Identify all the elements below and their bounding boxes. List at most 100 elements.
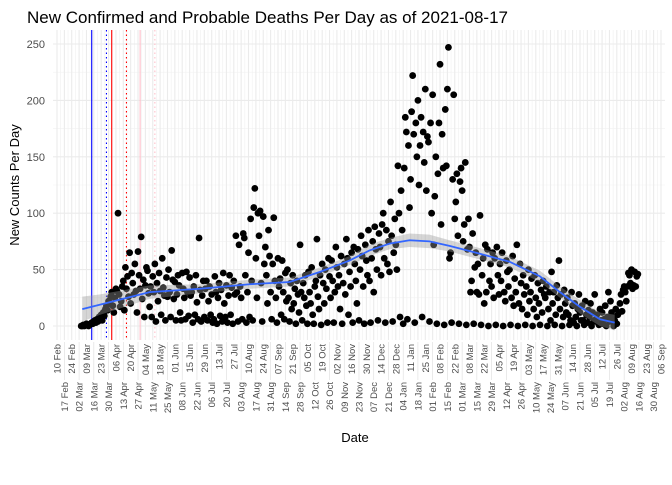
data-point: [216, 312, 224, 320]
data-point: [259, 213, 267, 220]
data-point: [489, 249, 497, 257]
data-point: [347, 283, 354, 290]
data-point: [616, 300, 624, 307]
y-tick-label: 200: [27, 95, 45, 107]
data-point: [245, 249, 252, 257]
data-point: [519, 271, 527, 279]
data-point: [438, 130, 446, 138]
data-point: [549, 300, 557, 307]
x-tick-label: 09 Aug: [627, 344, 638, 374]
data-point: [523, 311, 531, 319]
data-point: [237, 294, 245, 302]
data-point: [505, 283, 512, 290]
data-point: [120, 306, 128, 314]
data-point: [240, 234, 248, 242]
data-point: [388, 232, 396, 240]
data-point: [560, 286, 568, 294]
x-tick-label: 30 Nov: [362, 344, 373, 374]
data-point: [488, 283, 495, 290]
x-tick-label: 17 Feb: [60, 382, 71, 412]
data-point: [144, 267, 151, 275]
data-point: [561, 300, 569, 307]
data-point: [138, 295, 146, 303]
data-point: [362, 257, 370, 264]
data-point: [394, 162, 402, 170]
data-point: [356, 266, 364, 273]
x-tick-label: 25 May: [163, 382, 174, 413]
data-point: [226, 271, 233, 279]
data-point: [168, 247, 176, 254]
data-point: [244, 288, 251, 296]
data-point: [192, 271, 200, 279]
data-point: [152, 318, 160, 325]
data-point: [123, 285, 130, 293]
data-point: [465, 215, 472, 223]
data-point: [374, 316, 382, 324]
data-point: [249, 316, 257, 324]
data-point: [543, 322, 551, 330]
data-point: [494, 271, 502, 279]
data-point: [426, 318, 433, 325]
data-point: [288, 305, 296, 313]
data-point: [204, 316, 211, 324]
x-tick-label: 20 Jul: [222, 382, 233, 407]
data-point: [391, 215, 399, 223]
data-point: [255, 232, 263, 240]
data-point: [468, 277, 475, 285]
data-point: [413, 153, 421, 161]
data-point: [319, 279, 327, 287]
data-point: [389, 318, 397, 325]
data-point: [104, 306, 111, 314]
x-tick-label: 21 Dec: [384, 382, 395, 412]
data-point: [587, 300, 594, 307]
data-point: [482, 288, 490, 296]
data-point: [167, 313, 175, 321]
data-point: [384, 260, 391, 268]
data-point: [354, 245, 362, 253]
x-tick-label: 17 Aug: [251, 382, 262, 412]
x-tick-label: 05 Jul: [590, 382, 601, 407]
x-tick-label: 14 Dec: [377, 344, 388, 374]
x-tick-label: 26 Oct: [325, 382, 336, 410]
data-point: [461, 159, 469, 166]
x-tick-label: 24 Aug: [259, 344, 270, 374]
data-point: [252, 254, 260, 262]
data-point: [317, 321, 325, 329]
data-point: [510, 302, 518, 310]
data-point: [417, 113, 425, 121]
data-point: [217, 286, 225, 294]
data-point: [186, 274, 193, 281]
data-point: [380, 254, 388, 262]
data-point: [253, 294, 261, 302]
x-tick-label: 05 Apr: [494, 344, 505, 371]
data-point: [396, 313, 404, 321]
data-point: [533, 313, 541, 321]
data-point: [346, 268, 353, 276]
data-point: [137, 233, 145, 241]
x-tick-label: 16 Mar: [89, 382, 100, 412]
data-point: [133, 309, 141, 316]
data-point: [476, 212, 484, 219]
data-point: [159, 284, 167, 292]
data-point: [324, 319, 331, 327]
data-point: [121, 263, 129, 271]
data-point: [188, 288, 196, 296]
data-point: [575, 291, 583, 298]
data-point: [258, 318, 266, 325]
x-tick-label: 26 Apr: [517, 382, 528, 409]
data-point: [474, 260, 482, 268]
x-tick-label: 22 Jun: [192, 382, 203, 411]
data-point: [265, 226, 272, 234]
data-point: [382, 226, 390, 234]
data-point: [134, 248, 142, 255]
x-tick-label: 11 Jan: [406, 344, 417, 372]
data-point: [457, 164, 465, 172]
data-point: [147, 283, 155, 290]
data-point: [336, 305, 344, 313]
data-point: [613, 320, 621, 328]
data-point: [250, 204, 258, 211]
data-point: [233, 288, 241, 296]
x-tick-label: 18 Jan: [413, 382, 424, 411]
data-point: [136, 285, 144, 293]
data-point: [535, 300, 543, 307]
